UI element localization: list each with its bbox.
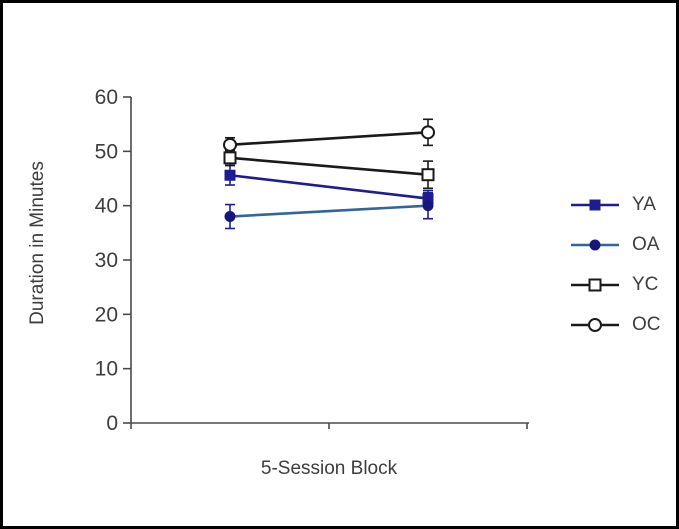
axes (123, 96, 529, 429)
series-OC (223, 118, 435, 153)
series-line (229, 156, 429, 176)
legend-label-YA: YA (632, 194, 656, 215)
filled-square-marker (224, 169, 236, 181)
filled-circle-marker (422, 200, 434, 212)
filled-circle-marker (589, 239, 601, 251)
y-tick-labels: 0 10 20 30 40 50 60 (95, 86, 118, 435)
legend-filled-square-icon (571, 199, 619, 211)
y-tick-label: 10 (95, 358, 118, 381)
plot-area: 0 10 20 30 40 50 60 (95, 86, 529, 435)
y-axis-title: Duration in Minutes (27, 161, 48, 325)
open-square-marker (421, 168, 435, 182)
open-circle-marker (588, 318, 602, 332)
series-line (229, 173, 429, 200)
filled-circle-marker (224, 211, 236, 223)
open-circle-marker (223, 137, 237, 152)
y-tick-label: 40 (95, 195, 118, 218)
legend-item-YA: YA (569, 185, 661, 225)
legend-label-YC: YC (632, 274, 659, 295)
legend-item-YC: YC (569, 265, 661, 305)
series-line (229, 131, 429, 147)
legend-label-OA: OA (632, 234, 660, 255)
y-tick-label: 30 (95, 249, 118, 272)
series-YC (223, 149, 435, 190)
series-OA (224, 191, 434, 230)
y-tick-label: 20 (95, 303, 118, 326)
legend-item-OC: OC (569, 305, 661, 345)
legend-label-OC: OC (632, 314, 661, 335)
y-tick-label: 60 (95, 86, 118, 109)
open-square-marker (223, 151, 237, 165)
open-circle-marker (421, 125, 435, 140)
filled-square-marker (589, 199, 601, 211)
legend-item-OA: OA (569, 225, 661, 265)
legend-open-circle-icon (571, 318, 619, 332)
series-line (229, 204, 429, 218)
y-tick-label: 50 (95, 140, 118, 163)
legend: YA OA YC OC (569, 185, 661, 345)
legend-open-square-icon (571, 278, 619, 292)
y-tick-label: 0 (106, 412, 118, 435)
x-axis-title: 5-Session Block (260, 458, 398, 479)
open-square-marker (588, 278, 602, 292)
legend-filled-circle-icon (571, 239, 619, 251)
